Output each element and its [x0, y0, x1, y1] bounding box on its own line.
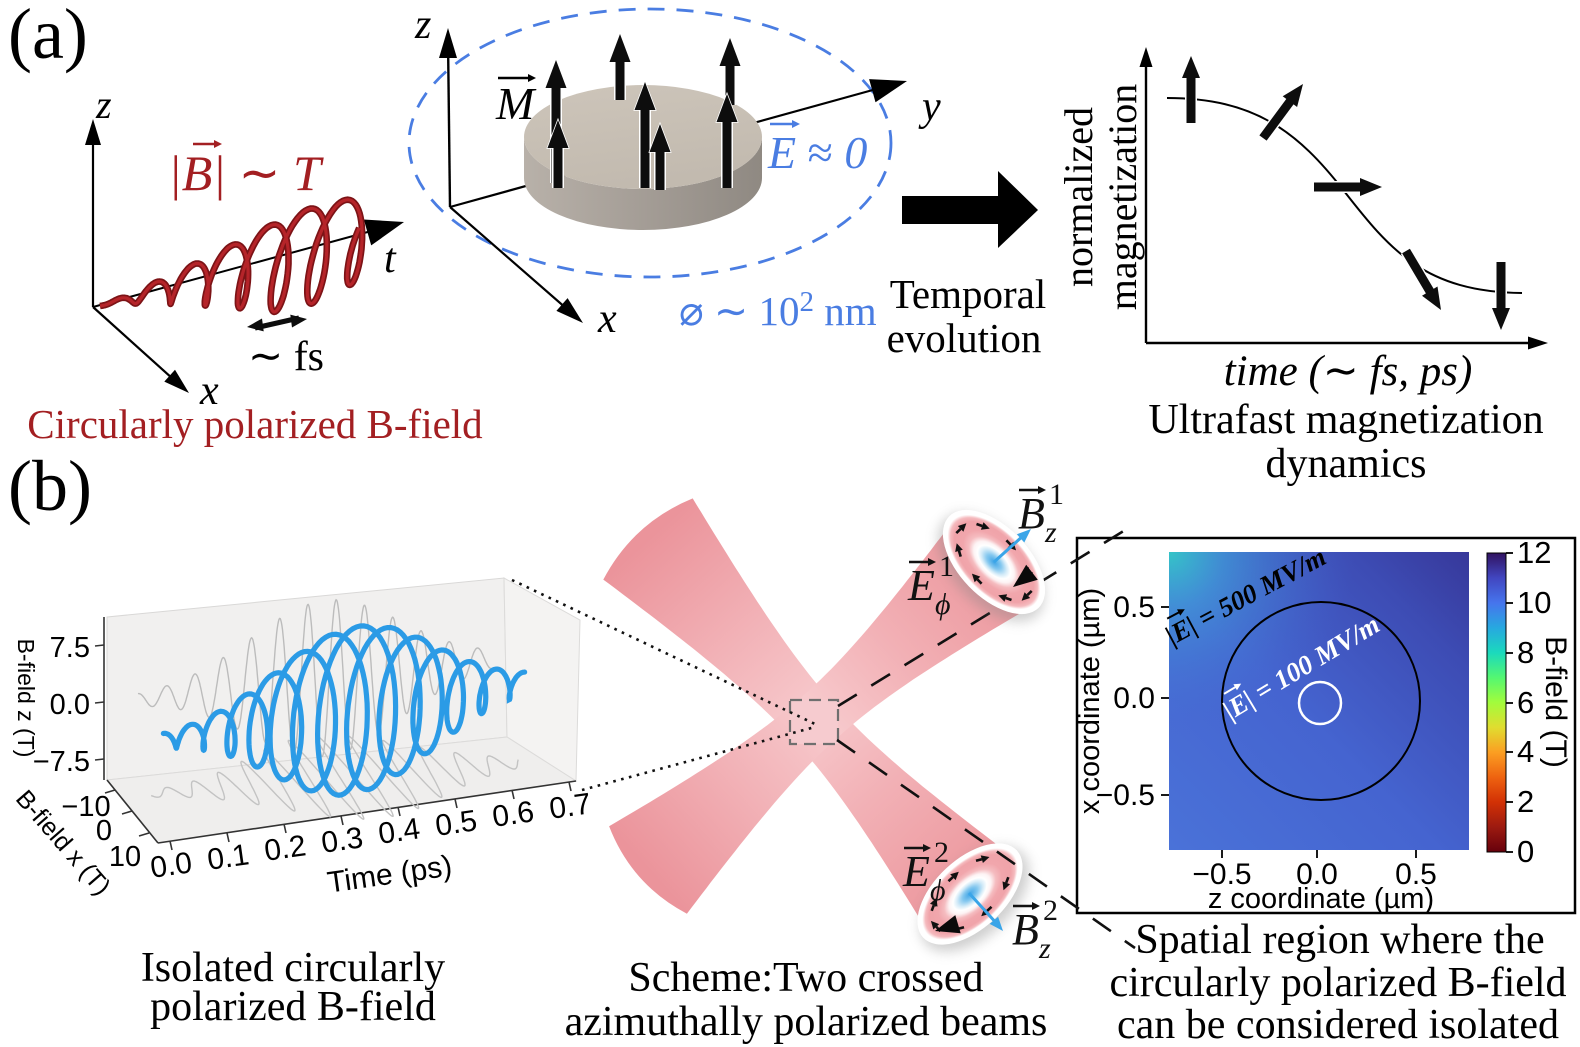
- svg-text:|B| ∼ T: |B| ∼ T: [168, 145, 324, 201]
- svg-text:0: 0: [96, 815, 112, 847]
- svg-text:dynamics: dynamics: [1266, 441, 1427, 487]
- svg-text:⌀ ∼ 102 nm: ⌀ ∼ 102 nm: [679, 286, 877, 334]
- svg-text:Circularly polarized B-field: Circularly polarized B-field: [27, 401, 482, 447]
- svg-text:ϕ: ϕ: [935, 588, 951, 621]
- svg-text:evolution: evolution: [887, 315, 1042, 361]
- svg-text:E ≈ 0: E ≈ 0: [767, 127, 867, 178]
- svg-text:8: 8: [1517, 635, 1534, 670]
- svg-text:B-field z (T): B-field z (T): [13, 639, 39, 758]
- svg-text:x coordinate (µm): x coordinate (µm): [1074, 588, 1106, 814]
- svg-text:0.0: 0.0: [148, 846, 194, 884]
- svg-text:y: y: [918, 84, 941, 130]
- svg-text:t: t: [384, 236, 397, 282]
- svg-text:z: z: [414, 2, 431, 48]
- svg-text:−0.5: −0.5: [1192, 858, 1251, 891]
- svg-text:0: 0: [1517, 834, 1534, 869]
- svg-text:B: B: [1012, 905, 1039, 954]
- svg-text:0.5: 0.5: [433, 804, 479, 842]
- svg-text:10: 10: [109, 841, 141, 873]
- svg-text:1: 1: [1049, 478, 1064, 511]
- svg-text:can be considered isolated: can be considered isolated: [1117, 1002, 1559, 1047]
- svg-text:Spatial region where the: Spatial region where the: [1135, 917, 1544, 963]
- svg-text:10: 10: [1517, 585, 1551, 620]
- svg-text:(b): (b): [8, 446, 92, 526]
- svg-text:2: 2: [1517, 784, 1534, 819]
- svg-text:B: B: [1018, 489, 1045, 538]
- svg-text:0.7: 0.7: [547, 787, 593, 825]
- svg-text:time (∼ fs, ps): time (∼ fs, ps): [1224, 348, 1473, 395]
- svg-text:6: 6: [1517, 685, 1534, 720]
- svg-text:2: 2: [934, 836, 949, 869]
- svg-text:E: E: [907, 561, 935, 610]
- svg-text:circularly polarized B-field: circularly polarized B-field: [1109, 960, 1566, 1006]
- svg-text:0.2: 0.2: [262, 829, 308, 867]
- svg-text:normalized: normalized: [1056, 107, 1101, 287]
- svg-text:0.5: 0.5: [1113, 591, 1155, 624]
- svg-text:x: x: [199, 368, 219, 414]
- svg-text:∼ fs: ∼ fs: [248, 334, 324, 380]
- svg-text:x: x: [597, 296, 617, 342]
- svg-text:Isolated circularly: Isolated circularly: [141, 945, 445, 991]
- svg-text:Scheme:Two crossed: Scheme:Two crossed: [628, 955, 983, 1001]
- svg-text:0.6: 0.6: [490, 795, 536, 833]
- svg-text:7.5: 7.5: [50, 632, 90, 664]
- svg-text:Ultrafast magnetization: Ultrafast magnetization: [1148, 397, 1543, 443]
- svg-text:azimuthally polarized beams: azimuthally polarized beams: [565, 999, 1048, 1045]
- svg-text:(a): (a): [8, 0, 88, 74]
- svg-text:B-field (T): B-field (T): [1539, 636, 1572, 768]
- svg-text:0.0: 0.0: [50, 689, 90, 721]
- svg-text:1: 1: [939, 550, 954, 583]
- svg-text:z: z: [95, 82, 112, 127]
- svg-text:0.4: 0.4: [376, 812, 422, 850]
- svg-text:E: E: [902, 847, 930, 896]
- svg-text:0.0: 0.0: [1113, 682, 1155, 715]
- svg-text:z: z: [1038, 932, 1051, 965]
- svg-text:ϕ: ϕ: [930, 874, 946, 907]
- svg-text:−7.5: −7.5: [33, 746, 90, 778]
- svg-text:polarized B-field: polarized B-field: [150, 984, 436, 1030]
- svg-text:M: M: [495, 78, 537, 129]
- svg-text:12: 12: [1517, 535, 1551, 570]
- svg-text:Temporal: Temporal: [890, 271, 1047, 317]
- svg-text:magnetization: magnetization: [1100, 84, 1145, 311]
- svg-text:−10: −10: [61, 791, 110, 823]
- svg-text:z: z: [1044, 516, 1057, 549]
- svg-text:z coordinate (µm): z coordinate (µm): [1208, 883, 1434, 915]
- svg-text:0.3: 0.3: [319, 821, 365, 859]
- svg-text:−0.5: −0.5: [1096, 779, 1155, 812]
- svg-text:4: 4: [1517, 734, 1534, 769]
- svg-text:0.1: 0.1: [205, 838, 251, 876]
- svg-text:0.0: 0.0: [1296, 858, 1338, 891]
- svg-text:2: 2: [1043, 894, 1058, 927]
- svg-text:0.5: 0.5: [1395, 858, 1437, 891]
